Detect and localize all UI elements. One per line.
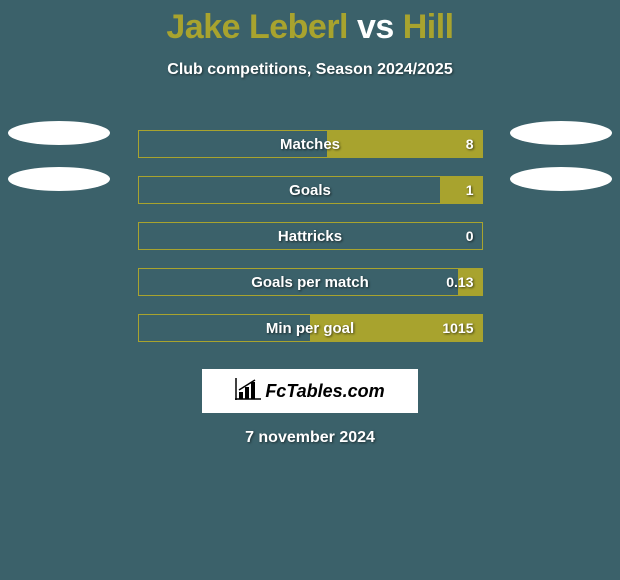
stat-bar: Matches8 — [138, 130, 483, 158]
stat-label: Hattricks — [139, 228, 482, 245]
stat-value-right: 0.13 — [446, 274, 473, 290]
stat-label: Matches — [139, 136, 482, 153]
logo-text: FcTables.com — [265, 381, 384, 402]
player2-photo-placeholder — [510, 167, 612, 191]
stat-row: Matches8 — [0, 121, 620, 167]
stat-row: Goals per match0.13 — [0, 259, 620, 305]
player1-photo-placeholder — [8, 167, 110, 191]
logo-box[interactable]: FcTables.com — [202, 369, 418, 413]
bar-chart-icon — [235, 378, 261, 405]
date-line: 7 november 2024 — [0, 429, 620, 447]
comparison-chart: Matches8Goals1Hattricks0Goals per match0… — [0, 121, 620, 351]
page-title: Jake Leberl vs Hill — [0, 0, 620, 47]
player2-name: Hill — [403, 8, 454, 46]
comparison-widget: Jake Leberl vs Hill Club competitions, S… — [0, 0, 620, 580]
stat-value-right: 0 — [466, 228, 474, 244]
stat-label: Min per goal — [139, 320, 482, 337]
stat-bar: Goals1 — [138, 176, 483, 204]
vs-text: vs — [348, 8, 403, 46]
stat-bar: Hattricks0 — [138, 222, 483, 250]
stat-value-right: 1015 — [442, 320, 473, 336]
stat-row: Hattricks0 — [0, 213, 620, 259]
player1-photo-placeholder — [8, 121, 110, 145]
player2-photo-placeholder — [510, 121, 612, 145]
stat-value-right: 1 — [466, 182, 474, 198]
stat-row: Goals1 — [0, 167, 620, 213]
player1-name: Jake Leberl — [166, 8, 348, 46]
stat-bar: Min per goal1015 — [138, 314, 483, 342]
stat-row: Min per goal1015 — [0, 305, 620, 351]
stat-label: Goals — [139, 182, 482, 199]
stat-label: Goals per match — [139, 274, 482, 291]
stat-value-right: 8 — [466, 136, 474, 152]
stat-bar: Goals per match0.13 — [138, 268, 483, 296]
subtitle: Club competitions, Season 2024/2025 — [0, 61, 620, 79]
